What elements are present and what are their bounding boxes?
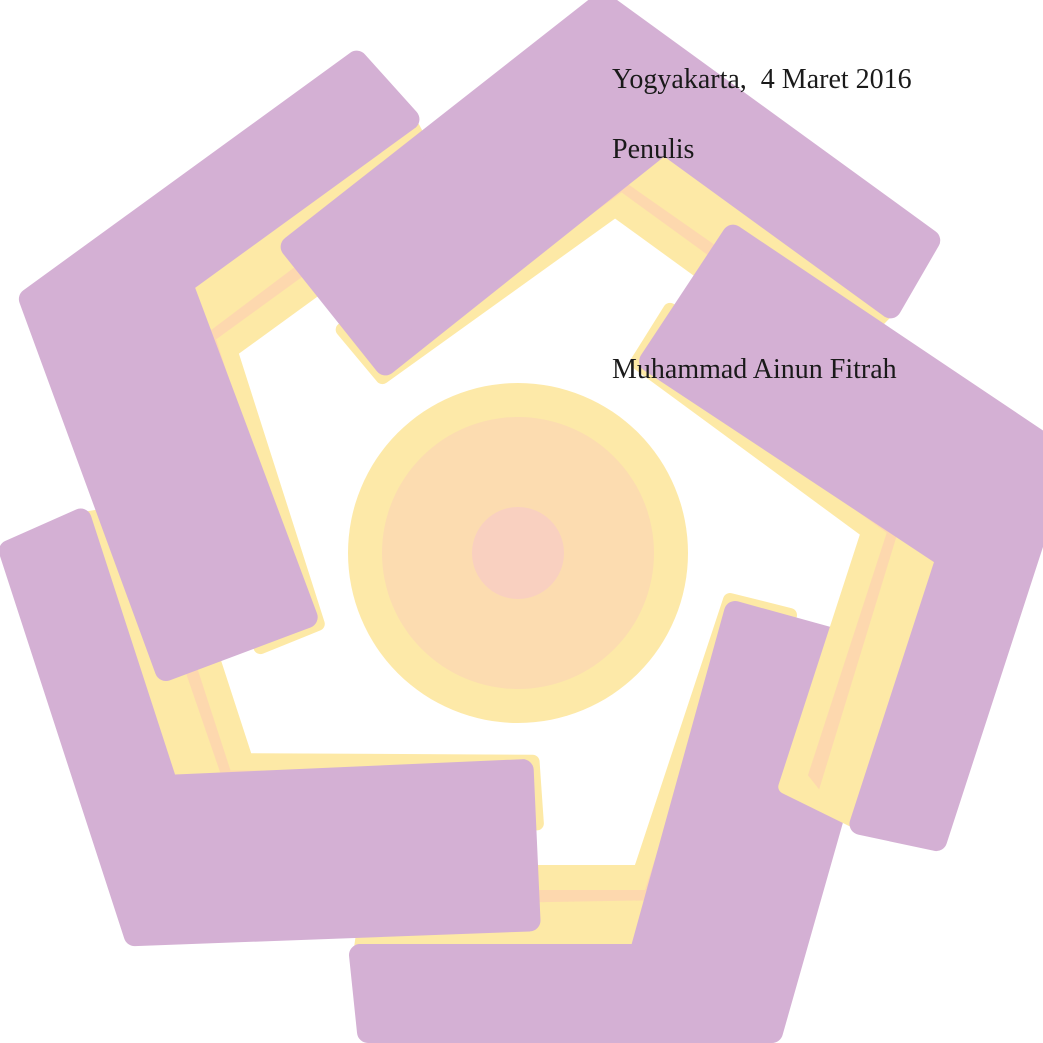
role: Penulis	[612, 136, 694, 164]
page: Yogyakarta, 4 Maret 2016 Penulis Muhamma…	[0, 0, 1043, 1043]
logo-circle-core	[472, 507, 564, 599]
place-date: Yogyakarta, 4 Maret 2016	[612, 66, 912, 94]
watermark-logo	[0, 0, 1043, 1043]
signer-name: Muhammad Ainun Fitrah	[612, 356, 897, 384]
